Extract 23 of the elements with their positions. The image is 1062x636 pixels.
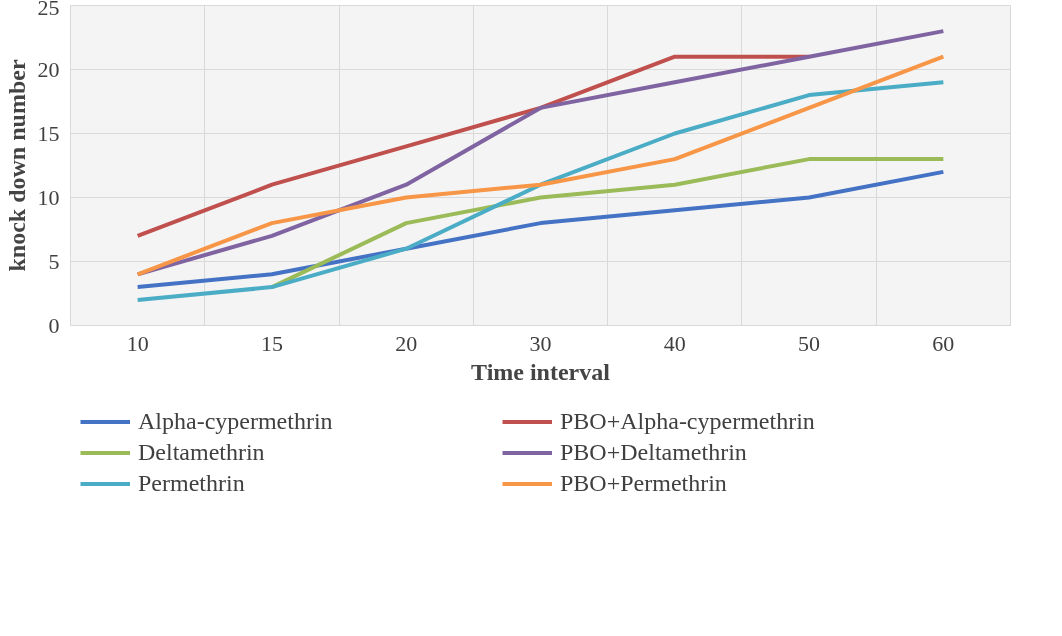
x-tick-label: 10 bbox=[126, 330, 149, 356]
y-tick-label: 0 bbox=[48, 312, 60, 338]
y-axis-title: knock down number bbox=[3, 59, 30, 272]
x-tick-label: 40 bbox=[663, 330, 686, 356]
y-tick-label: 25 bbox=[37, 0, 60, 20]
line-series bbox=[135, 80, 946, 302]
legend-label: Deltamethrin bbox=[138, 438, 266, 466]
legend-label: PBO+Permethrin bbox=[560, 469, 728, 497]
y-tick-label: 5 bbox=[48, 248, 60, 274]
x-tick-label: 60 bbox=[932, 330, 955, 356]
legend-label: Permethrin bbox=[138, 469, 246, 497]
x-tick-label: 15 bbox=[260, 330, 283, 356]
x-tick-label: 30 bbox=[529, 330, 552, 356]
x-axis-title: Time interval bbox=[471, 358, 611, 385]
legend-label: Alpha-cypermethrin bbox=[138, 407, 334, 435]
x-tick-label: 50 bbox=[798, 330, 821, 356]
y-tick-label: 20 bbox=[37, 56, 60, 82]
x-tick-label: 20 bbox=[395, 330, 418, 356]
y-tick-label: 10 bbox=[37, 184, 60, 210]
y-tick-label: 15 bbox=[37, 120, 60, 146]
legend-label: PBO+Deltamethrin bbox=[560, 438, 748, 466]
legend-label: PBO+Alpha-cypermethrin bbox=[560, 407, 816, 435]
line-series bbox=[135, 169, 946, 290]
